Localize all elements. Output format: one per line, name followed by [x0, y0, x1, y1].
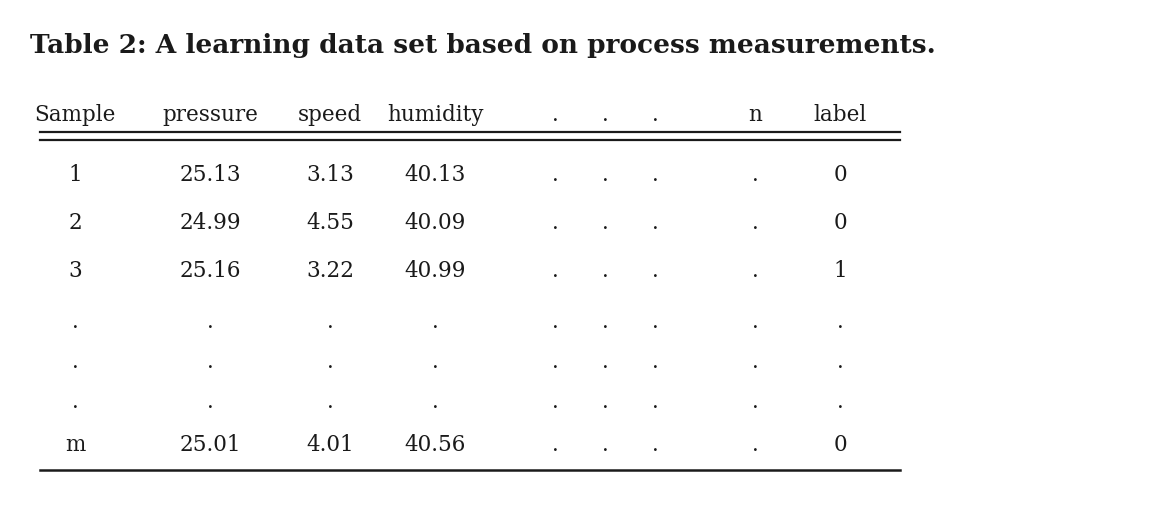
- Text: .: .: [751, 260, 758, 282]
- Text: 24.99: 24.99: [179, 212, 241, 234]
- Text: m: m: [64, 434, 85, 456]
- Text: .: .: [71, 391, 78, 413]
- Text: 4.55: 4.55: [307, 212, 355, 234]
- Text: .: .: [652, 311, 659, 333]
- Text: .: .: [551, 164, 558, 186]
- Text: .: .: [432, 351, 439, 373]
- Text: .: .: [551, 311, 558, 333]
- Text: .: .: [601, 391, 608, 413]
- Text: .: .: [601, 164, 608, 186]
- Text: 40.99: 40.99: [405, 260, 466, 282]
- Text: .: .: [551, 351, 558, 373]
- Text: .: .: [601, 260, 608, 282]
- Text: .: .: [751, 391, 758, 413]
- Text: humidity: humidity: [387, 104, 483, 126]
- Text: .: .: [326, 351, 333, 373]
- Text: .: .: [652, 434, 659, 456]
- Text: .: .: [71, 351, 78, 373]
- Text: 0: 0: [833, 164, 847, 186]
- Text: .: .: [751, 311, 758, 333]
- Text: .: .: [601, 104, 608, 126]
- Text: 40.56: 40.56: [405, 434, 466, 456]
- Text: label: label: [813, 104, 867, 126]
- Text: .: .: [601, 434, 608, 456]
- Text: .: .: [751, 164, 758, 186]
- Text: speed: speed: [298, 104, 362, 126]
- Text: .: .: [751, 434, 758, 456]
- Text: Table 2: A learning data set based on process measurements.: Table 2: A learning data set based on pr…: [30, 33, 936, 58]
- Text: .: .: [652, 260, 659, 282]
- Text: .: .: [751, 351, 758, 373]
- Text: .: .: [837, 351, 844, 373]
- Text: n: n: [748, 104, 762, 126]
- Text: .: .: [652, 104, 659, 126]
- Text: .: .: [652, 164, 659, 186]
- Text: 40.09: 40.09: [405, 212, 466, 234]
- Text: .: .: [71, 311, 78, 333]
- Text: pressure: pressure: [163, 104, 257, 126]
- Text: .: .: [551, 104, 558, 126]
- Text: .: .: [652, 351, 659, 373]
- Text: 3.22: 3.22: [307, 260, 355, 282]
- Text: 3.13: 3.13: [307, 164, 355, 186]
- Text: .: .: [207, 391, 213, 413]
- Text: .: .: [652, 391, 659, 413]
- Text: .: .: [326, 311, 333, 333]
- Text: .: .: [837, 311, 844, 333]
- Text: .: .: [207, 311, 213, 333]
- Text: .: .: [652, 212, 659, 234]
- Text: .: .: [601, 351, 608, 373]
- Text: .: .: [551, 212, 558, 234]
- Text: .: .: [551, 434, 558, 456]
- Text: .: .: [551, 391, 558, 413]
- Text: 25.13: 25.13: [179, 164, 241, 186]
- Text: 2: 2: [68, 212, 82, 234]
- Text: 1: 1: [68, 164, 82, 186]
- Text: 40.13: 40.13: [405, 164, 466, 186]
- Text: 0: 0: [833, 212, 847, 234]
- Text: 4.01: 4.01: [307, 434, 353, 456]
- Text: 3: 3: [68, 260, 82, 282]
- Text: .: .: [432, 391, 439, 413]
- Text: .: .: [601, 311, 608, 333]
- Text: .: .: [837, 391, 844, 413]
- Text: .: .: [551, 260, 558, 282]
- Text: 1: 1: [833, 260, 847, 282]
- Text: .: .: [207, 351, 213, 373]
- Text: .: .: [601, 212, 608, 234]
- Text: 25.16: 25.16: [179, 260, 241, 282]
- Text: .: .: [432, 311, 439, 333]
- Text: .: .: [751, 212, 758, 234]
- Text: 25.01: 25.01: [179, 434, 241, 456]
- Text: 0: 0: [833, 434, 847, 456]
- Text: .: .: [326, 391, 333, 413]
- Text: Sample: Sample: [34, 104, 116, 126]
